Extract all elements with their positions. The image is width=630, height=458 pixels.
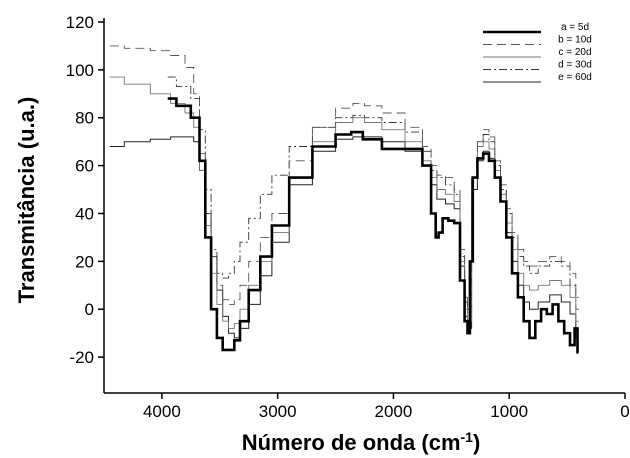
x-axis-label-main: Número de onda (cm xyxy=(242,430,461,455)
y-tick-label: -20 xyxy=(69,348,94,367)
y-tick-label: 0 xyxy=(85,300,94,319)
x-tick-label: 4000 xyxy=(143,402,181,421)
y-axis-label: Transmitância (u.a.) xyxy=(14,97,39,304)
legend-label: d = 30d xyxy=(558,60,592,71)
y-axis-ticks: 120 100 80 60 40 20 0 -20 xyxy=(66,13,104,367)
series-line xyxy=(109,45,579,310)
x-tick-label: 3000 xyxy=(259,402,297,421)
x-axis-label-end: ) xyxy=(473,430,480,455)
x-axis-label-sup: -1 xyxy=(461,429,474,445)
y-tick-label: 60 xyxy=(75,157,94,176)
x-tick-label: 2000 xyxy=(375,402,413,421)
y-tick-label: 80 xyxy=(75,109,94,128)
x-tick-label: 1000 xyxy=(490,402,528,421)
axes xyxy=(103,18,625,394)
y-tick-label: 20 xyxy=(75,252,94,271)
x-axis-label: Número de onda (cm-1) xyxy=(242,429,481,455)
legend-label: b = 10d xyxy=(558,35,592,46)
x-axis-ticks: 4000 3000 2000 1000 0 xyxy=(143,393,630,421)
x-tick-label: 0 xyxy=(620,402,629,421)
y-tick-label: 120 xyxy=(66,13,94,32)
series-line xyxy=(167,97,579,354)
legend-label: c = 20d xyxy=(558,47,591,58)
legend-label: e = 60d xyxy=(558,72,592,83)
y-tick-label: 40 xyxy=(75,204,94,223)
series-line xyxy=(167,76,579,315)
y-tick-label: 100 xyxy=(66,61,94,80)
series-layer xyxy=(109,45,579,354)
series-line xyxy=(109,76,579,329)
legend-label: a = 5d xyxy=(561,22,589,33)
